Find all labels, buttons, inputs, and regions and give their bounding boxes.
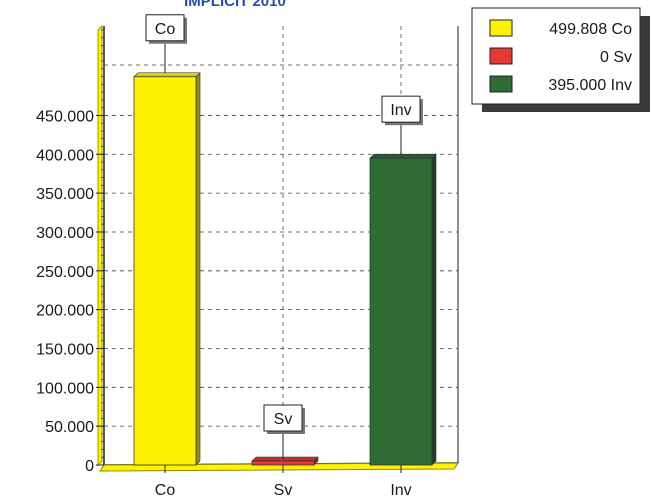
y-axis-ticks: 0 50.000 100.000 150.000 200.000 250.000 300.0…	[36, 108, 104, 475]
legend-swatch-inv	[489, 75, 513, 93]
callout-label: Co	[155, 21, 176, 38]
bar-top-inv	[369, 153, 437, 159]
bar-callouts: Co Sv Inv	[145, 14, 423, 459]
bar-top-sv	[251, 456, 319, 462]
y-tick-label: 250.000	[36, 264, 94, 281]
bar-side-co	[195, 72, 201, 466]
y-tick-label: 450.000	[36, 108, 94, 125]
chart-bars	[133, 72, 437, 466]
y-tick-label: 200.000	[36, 303, 94, 320]
y-tick-label: 0	[85, 458, 94, 475]
bar-co	[133, 76, 197, 466]
callout-box	[145, 14, 185, 42]
callout-label: Inv	[390, 102, 411, 119]
chart-title: IMPLICIT 2010	[184, 0, 286, 10]
legend-entry: 0 Sv	[600, 49, 632, 66]
y-tick-label: 350.000	[36, 186, 94, 203]
y-tick-label: 50.000	[45, 419, 94, 436]
y-tick-label: 150.000	[36, 341, 94, 358]
y-tick-label: 400.000	[36, 147, 94, 164]
bar-side-inv	[431, 153, 437, 466]
x-category-label: Inv	[390, 482, 411, 499]
x-axis-categories: Co Sv Inv	[155, 482, 412, 499]
callout-label: Sv	[274, 411, 293, 428]
callout-box	[381, 95, 421, 123]
wall-edge	[97, 24, 103, 467]
legend-entry: 395.000 Inv	[548, 77, 632, 94]
chart-legend: 499.808 Co 0 Sv 395.000 Inv	[471, 7, 650, 112]
legend-swatch-sv	[489, 47, 513, 65]
bar-top-co	[133, 72, 201, 78]
legend-entry: 499.808 Co	[549, 21, 632, 38]
legend-swatch-co	[489, 19, 513, 37]
x-category-label: Co	[155, 482, 176, 499]
callout-box	[263, 404, 303, 432]
bar-sv	[251, 460, 315, 466]
x-category-label: Sv	[274, 482, 293, 499]
y-tick-label: 100.000	[36, 380, 94, 397]
y-tick-label: 300.000	[36, 225, 94, 242]
bar-inv	[369, 157, 433, 466]
